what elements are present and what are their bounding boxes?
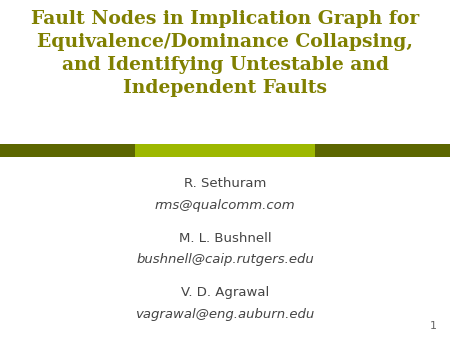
Bar: [315, 144, 450, 157]
Text: 1: 1: [429, 321, 436, 331]
Text: rms@qualcomm.com: rms@qualcomm.com: [155, 199, 295, 212]
Text: bushnell@caip.rutgers.edu: bushnell@caip.rutgers.edu: [136, 254, 314, 266]
Text: R. Sethuram: R. Sethuram: [184, 177, 266, 190]
Bar: [0, 144, 135, 157]
Bar: [135, 144, 315, 157]
Text: vagrawal@eng.auburn.edu: vagrawal@eng.auburn.edu: [135, 308, 315, 320]
Text: Fault Nodes in Implication Graph for
Equivalence/Dominance Collapsing,
and Ident: Fault Nodes in Implication Graph for Equ…: [31, 10, 419, 97]
Text: M. L. Bushnell: M. L. Bushnell: [179, 232, 271, 244]
Text: V. D. Agrawal: V. D. Agrawal: [181, 286, 269, 298]
